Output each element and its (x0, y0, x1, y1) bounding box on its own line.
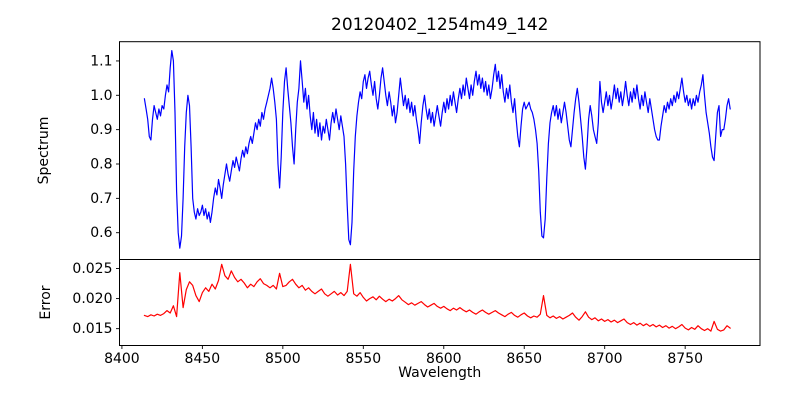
y-tick-label: 0.025 (72, 261, 112, 277)
x-tick-label: 8500 (265, 351, 301, 367)
x-tick-label: 8600 (426, 351, 462, 367)
x-tick-label: 8550 (345, 351, 381, 367)
x-tick-label: 8400 (104, 351, 140, 367)
y-tick-label: 0.015 (72, 321, 112, 337)
y-tick-label: 0.020 (72, 291, 112, 307)
y-tick-label: 0.8 (90, 156, 112, 172)
error-series-line (143, 263, 731, 332)
chart-title: 20120402_1254m49_142 (331, 15, 548, 35)
x-tick-label: 8450 (185, 351, 221, 367)
spectrum-y-axis-label: Spectrum (36, 117, 52, 185)
y-tick-label: 0.7 (90, 191, 112, 207)
x-axis-label: Wavelength (398, 365, 481, 381)
spectrum-series-line (143, 49, 731, 249)
y-tick-label: 1.0 (90, 88, 112, 104)
x-tick-label: 8650 (506, 351, 542, 367)
x-tick-label: 8700 (587, 351, 623, 367)
axes-spines (119, 259, 761, 346)
y-tick-label: 0.9 (90, 122, 112, 138)
y-tick-label: 0.6 (90, 225, 112, 241)
error-plot: 0.015 0.020 0.025 8400 8450 8500 8550 8600 8650 8… (72, 259, 761, 367)
y-tick-label: 1.1 (90, 53, 112, 69)
error-y-axis-label: Error (38, 285, 54, 319)
x-tick-label: 8750 (667, 351, 703, 367)
